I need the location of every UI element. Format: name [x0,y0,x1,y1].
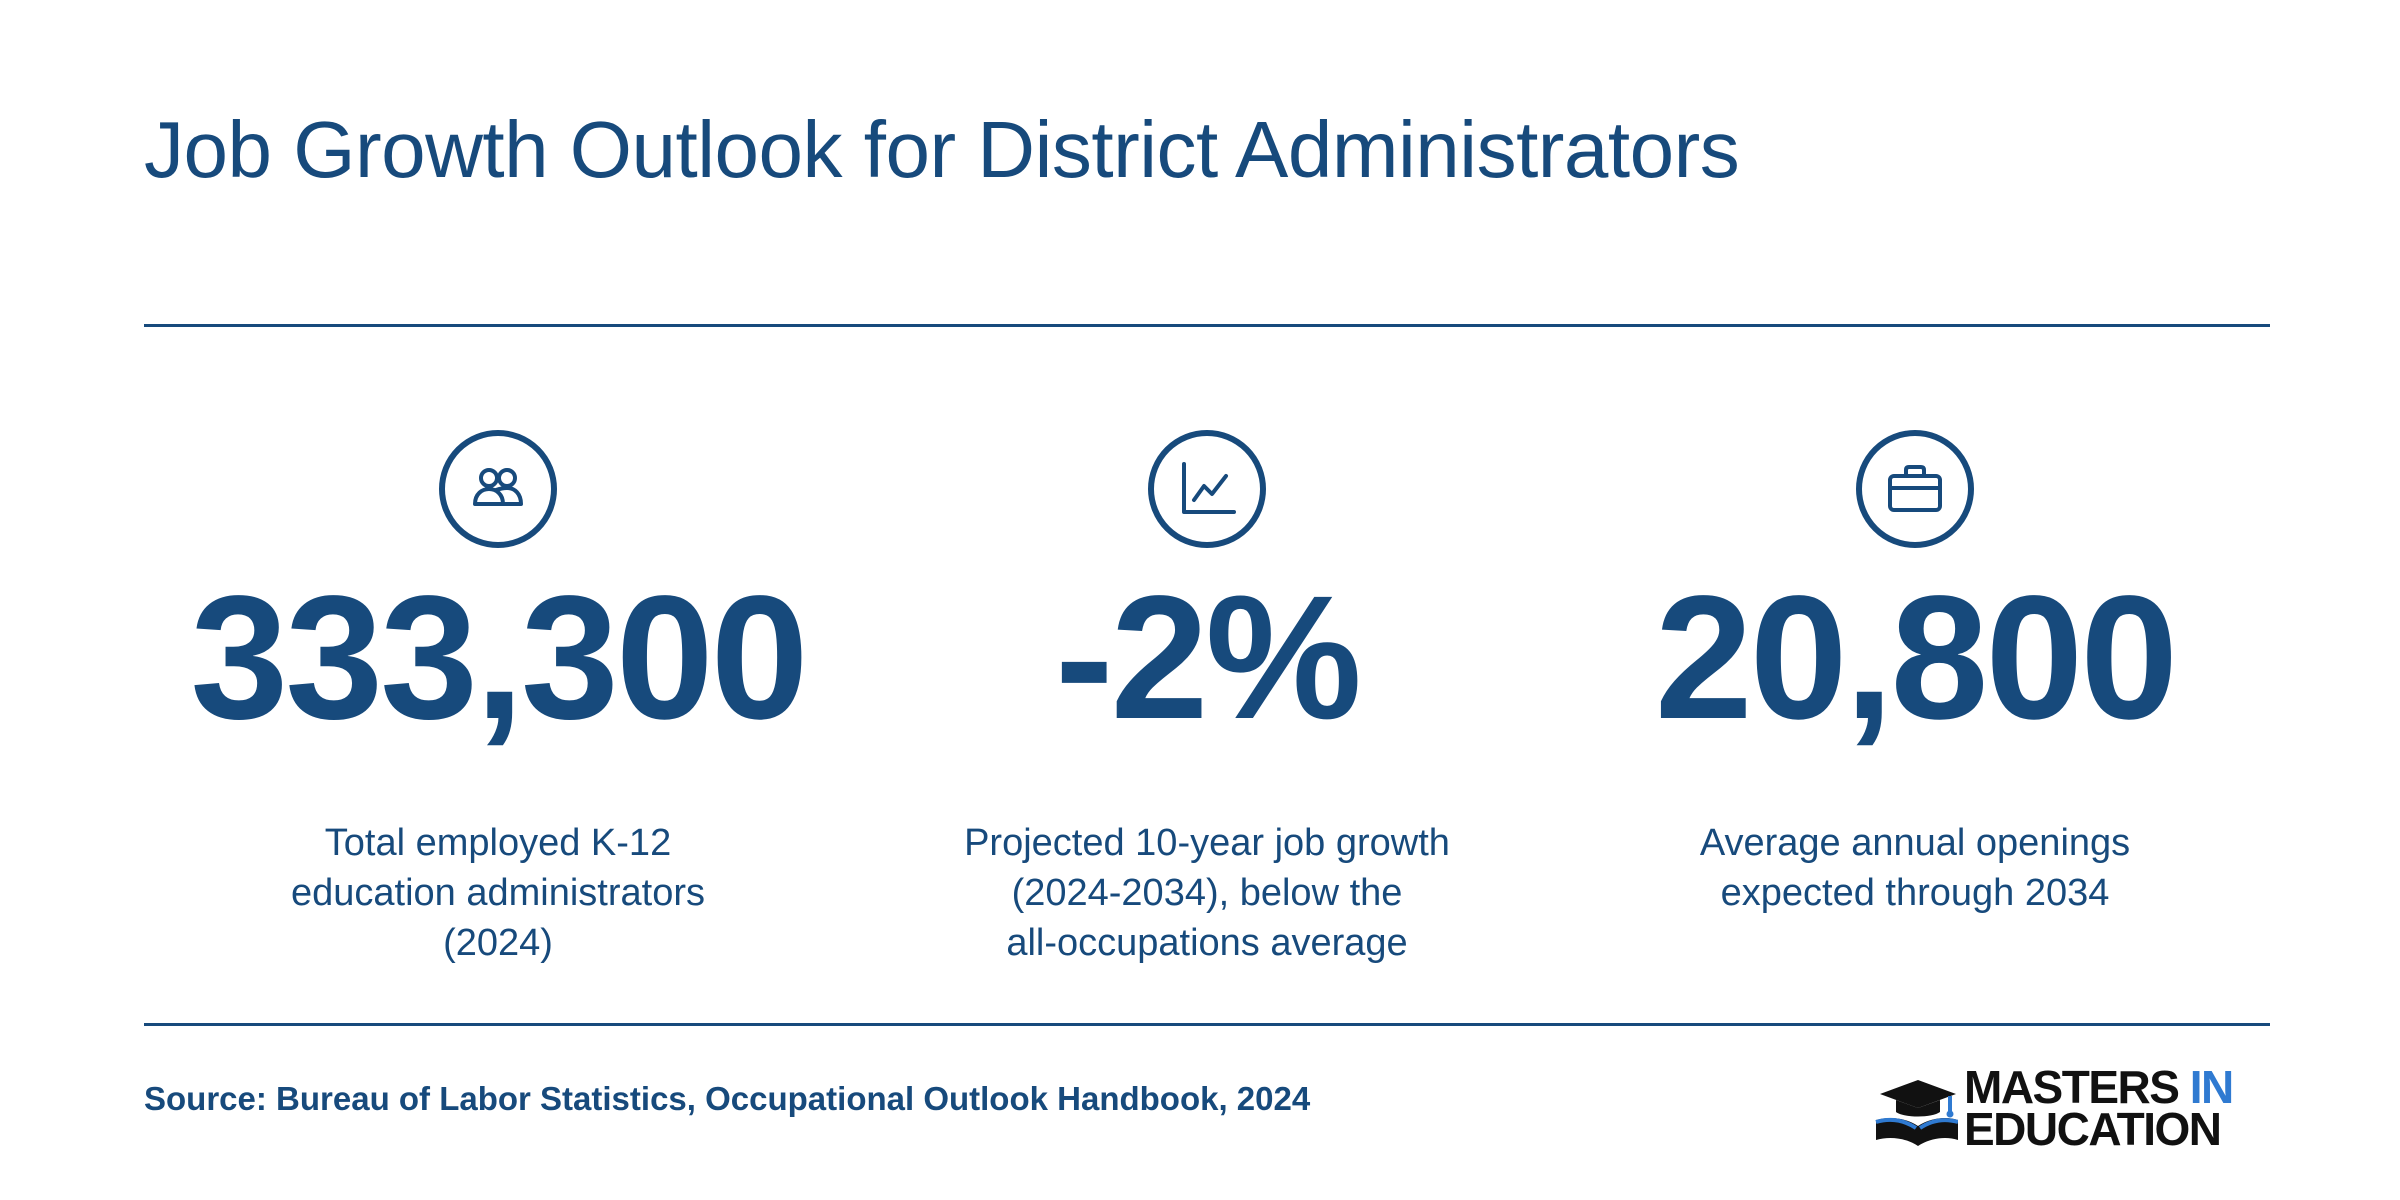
line-chart-icon [1148,430,1266,548]
masters-in-education-logo: MASTERS IN EDUCATION [1872,1064,2272,1156]
stat-description-line: (2024) [443,922,553,964]
stat-value: 20,800 [1654,560,2178,756]
stat-description: Projected 10-year job growth (2024-2034)… [847,818,1567,968]
stat-employed: 333,300 Total employed K-12 education ad… [138,430,858,968]
stat-description-line: expected through 2034 [1720,872,2110,914]
stat-description-line: all-occupations average [1006,922,1408,964]
stat-value: 333,300 [190,560,808,756]
stat-description-line: Average annual openings [1699,822,2131,864]
source-citation: Source: Bureau of Labor Statistics, Occu… [144,1080,1311,1117]
logo-word-in: IN [2189,1061,2235,1113]
stat-description-line: (2024-2034), below the [1011,872,1403,914]
stat-description: Total employed K-12 education administra… [138,818,858,968]
stat-description: Average annual openings expected through… [1555,818,2275,918]
bottom-divider [144,1023,2270,1026]
stat-value: -2% [1055,560,1362,756]
graduation-cap-book-icon [1875,1080,1958,1146]
people-icon [439,430,557,548]
stat-growth: -2% Projected 10-year job growth (2024-2… [847,430,1567,968]
logo-line-1: MASTERS IN [1964,1064,2234,1110]
stat-description-line: Total employed K-12 [324,822,672,864]
stat-openings: 20,800 Average annual openings expected … [1555,430,2275,918]
top-divider [144,324,2270,327]
logo-wordmark: MASTERS IN EDUCATION [1964,1064,2234,1155]
logo-word-masters: MASTERS [1964,1061,2180,1113]
briefcase-icon [1856,430,1974,548]
page-title: Job Growth Outlook for District Administ… [144,105,1740,194]
stat-description-line: Projected 10-year job growth [964,822,1450,864]
logo-word-education: EDUCATION [1964,1103,2222,1155]
stat-description-line: education administrators [291,872,705,914]
